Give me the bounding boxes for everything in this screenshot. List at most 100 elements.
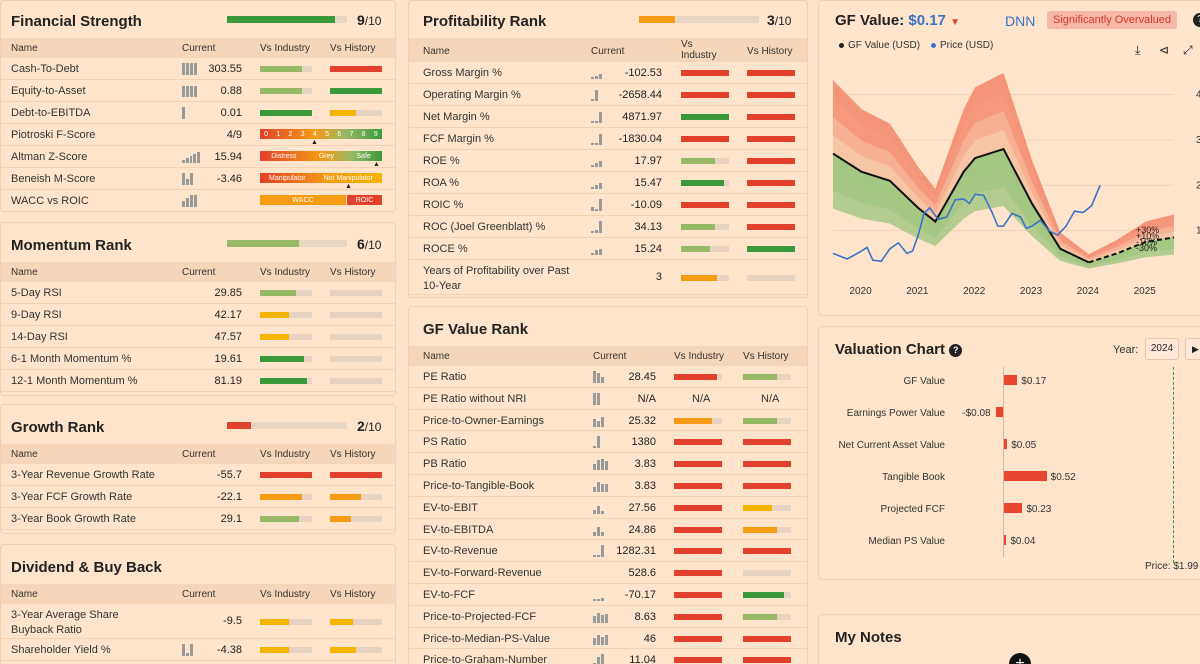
table-row[interactable]: PE Ratio 28.45: [409, 366, 807, 388]
table-row[interactable]: Price-to-Tangible-Book 3.83: [409, 475, 807, 497]
table-row[interactable]: EV-to-Forward-Revenue 528.6: [409, 562, 807, 584]
table-row[interactable]: Piotroski F-Score 4/9 0 1 2 3 4 5 6 7 8 9 ▲: [1, 124, 395, 146]
table-row[interactable]: Operating Margin % -2658.44: [409, 84, 807, 106]
table-row[interactable]: Price-to-Graham-Number 11.04: [409, 649, 807, 664]
table-row[interactable]: 3-Year FCF Growth Rate -22.1: [1, 486, 395, 508]
table-row[interactable]: Gross Margin % -102.53: [409, 62, 807, 84]
year-select[interactable]: 2024: [1145, 338, 1179, 360]
table-row[interactable]: FCF Margin % -1830.04: [409, 128, 807, 150]
table-row[interactable]: Beneish M-Score -3.46 Manipulator Not Manip…: [1, 168, 395, 190]
caret-down-icon[interactable]: ▼: [950, 17, 960, 28]
table-row[interactable]: EV-to-EBITDA 24.86: [409, 519, 807, 541]
vs-history-bar: [743, 439, 791, 446]
row-name: Cash-To-Debt: [11, 63, 79, 75]
table-row[interactable]: Shareholder Yield % -4.38: [1, 639, 395, 662]
vs-industry-bar: [260, 88, 312, 94]
table-row[interactable]: EV-to-FCF -70.17: [409, 584, 807, 606]
table-row[interactable]: Years of Profitability over Past 10-Year 3: [409, 260, 807, 296]
table-row[interactable]: ROC (Joel Greenblatt) % 34.13: [409, 216, 807, 238]
table-row[interactable]: PE Ratio without NRI N/A N/A N/A: [409, 388, 807, 410]
table-row[interactable]: EV-to-Revenue 1282.31: [409, 540, 807, 563]
table-row[interactable]: Cash-To-Debt 303.55: [1, 58, 395, 80]
table-row[interactable]: ROA % 15.47: [409, 172, 807, 194]
table-row[interactable]: ROE % 17.97: [409, 150, 807, 172]
vs-industry-bar: [674, 374, 722, 380]
table-row[interactable]: Equity-to-Asset 0.88: [1, 80, 395, 102]
row-name: ROC (Joel Greenblatt) %: [423, 221, 546, 233]
y-tick-label: 3.00: [1196, 135, 1200, 146]
row-name: 9-Day RSI: [11, 309, 62, 321]
row-value: 27.56: [628, 501, 656, 514]
row-name: 3-Year Book Growth Rate: [11, 513, 136, 525]
row-name: Price-to-Median-PS-Value: [423, 632, 550, 645]
share-icon[interactable]: ⊲: [1159, 43, 1170, 57]
play-button[interactable]: ▶: [1185, 338, 1200, 360]
table-row[interactable]: Net Margin % 4871.97: [409, 106, 807, 128]
row-name: EV-to-FCF: [423, 589, 475, 601]
row-value: 303.55: [208, 63, 242, 75]
year-label: Year:: [1113, 344, 1139, 356]
sparkline-icon: [593, 545, 611, 558]
vs-industry-bar: [260, 647, 312, 654]
table-row[interactable]: PS Ratio 1380: [409, 431, 807, 454]
table-row[interactable]: Altman Z-Score 15.94 Distress Grey Safe ▲: [1, 146, 395, 168]
vs-history-bar: [330, 312, 382, 318]
y-tick-label: 2.00: [1196, 180, 1200, 191]
download-icon[interactable]: ⤓: [1135, 43, 1141, 57]
table-row[interactable]: Price-to-Owner-Earnings 25.32: [409, 410, 807, 432]
table-row[interactable]: EV-to-EBIT 27.56: [409, 497, 807, 519]
add-note-button[interactable]: +: [1009, 653, 1031, 664]
ticker[interactable]: DNN: [1005, 13, 1036, 29]
table-row[interactable]: Price-to-Projected-FCF 8.63: [409, 606, 807, 628]
vs-history-bar: [743, 635, 791, 642]
score-bar: [639, 16, 759, 23]
table-row[interactable]: PB Ratio 3.83: [409, 453, 807, 475]
sparkline-icon: [593, 502, 611, 514]
table-row[interactable]: Debt-to-EBITDA 0.01: [1, 102, 395, 124]
vs-industry-bar: [260, 334, 312, 340]
table-row[interactable]: 9-Day RSI 42.17: [1, 304, 395, 326]
table-row[interactable]: ROCE % 15.24: [409, 238, 807, 260]
vs-history-bar: [330, 618, 382, 625]
valuation-value: $0.17: [1021, 376, 1047, 387]
vs-industry-bar: [681, 70, 729, 76]
vs-history-bar: [747, 274, 795, 281]
row-value: 528.6: [628, 567, 656, 580]
valuation-item-label: Projected FCF: [880, 504, 945, 515]
vs-history-bar: [747, 158, 795, 164]
table-row[interactable]: 3-Year Revenue Growth Rate -55.7: [1, 464, 395, 486]
vs-history-bar: [743, 570, 791, 577]
table-row[interactable]: 14-Day RSI 47.57: [1, 326, 395, 348]
table-row[interactable]: ROIC % -10.09: [409, 194, 807, 216]
help-icon[interactable]: ?: [949, 344, 963, 357]
sparkline-icon: [593, 524, 611, 536]
vs-history-bar: [743, 461, 791, 468]
vs-history-bar: [743, 483, 791, 489]
table-row[interactable]: Price-to-Median-PS-Value 46: [409, 628, 807, 650]
vs-industry-bar: [674, 570, 722, 577]
table-row[interactable]: 3-Year Book Growth Rate 29.1: [1, 508, 395, 530]
vs-history-bar: [330, 356, 382, 362]
sparkline-icon: [593, 415, 611, 427]
row-name: EV-to-EBITDA: [423, 523, 494, 536]
table-row[interactable]: 3-Year Average Share Buyback Ratio -9.5: [1, 604, 395, 640]
row-value: -4.38: [216, 644, 242, 657]
table-row[interactable]: 5-Day RSI 29.85: [1, 282, 395, 304]
valuation-bar: [1003, 535, 1007, 545]
sparkline-icon: [182, 151, 200, 163]
vs-industry-bar: [681, 246, 729, 252]
expand-icon[interactable]: ⤢: [1183, 43, 1193, 57]
financial-strength-panel: Financial Strength 9/10 Name Current Vs …: [0, 0, 396, 212]
row-value: 8.63: [634, 610, 656, 623]
legend-gf-value[interactable]: GF Value (USD): [839, 40, 920, 51]
table-row[interactable]: WACC vs ROIC WACC ROIC: [1, 190, 395, 211]
table-row[interactable]: 12-1 Month Momentum % 81.19: [1, 370, 395, 392]
row-name: Debt-to-EBITDA: [11, 107, 91, 119]
row-name: 12-1 Month Momentum %: [11, 375, 138, 387]
vs-industry-bar: [260, 472, 312, 478]
table-row[interactable]: 6-1 Month Momentum % 19.61: [1, 348, 395, 370]
gf-value-projection-line: [1088, 236, 1175, 264]
legend-price[interactable]: Price (USD): [931, 40, 993, 51]
help-icon[interactable]: ?: [1193, 13, 1200, 27]
row-name: ROCE %: [423, 243, 468, 255]
